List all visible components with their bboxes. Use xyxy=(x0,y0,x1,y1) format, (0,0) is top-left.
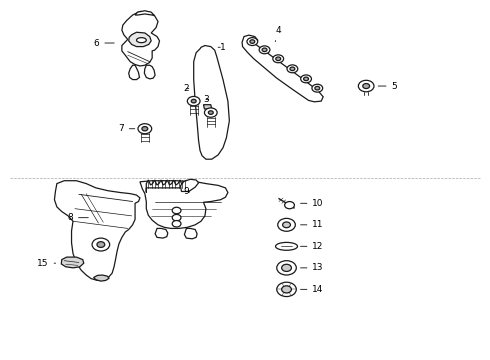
Text: 13: 13 xyxy=(300,264,324,273)
Text: 7: 7 xyxy=(118,124,135,133)
Circle shape xyxy=(172,221,181,227)
Text: 3: 3 xyxy=(203,95,209,104)
Circle shape xyxy=(273,55,284,63)
Text: 15: 15 xyxy=(37,259,55,268)
Circle shape xyxy=(312,84,323,92)
Circle shape xyxy=(92,238,110,251)
Circle shape xyxy=(138,124,152,134)
Text: 8: 8 xyxy=(67,213,88,222)
Circle shape xyxy=(287,65,298,73)
Polygon shape xyxy=(135,11,155,16)
Circle shape xyxy=(187,96,200,106)
Text: 2: 2 xyxy=(184,84,189,93)
Ellipse shape xyxy=(137,38,147,42)
Polygon shape xyxy=(129,65,140,80)
Text: 6: 6 xyxy=(94,39,114,48)
Text: 14: 14 xyxy=(300,285,324,294)
Polygon shape xyxy=(122,12,159,66)
Circle shape xyxy=(191,99,196,103)
Text: 9: 9 xyxy=(183,187,189,196)
Circle shape xyxy=(278,219,295,231)
Circle shape xyxy=(282,264,292,271)
Circle shape xyxy=(204,108,217,117)
Circle shape xyxy=(172,207,181,214)
Circle shape xyxy=(301,75,312,83)
Text: 1: 1 xyxy=(218,42,226,51)
Text: 5: 5 xyxy=(378,82,397,91)
Polygon shape xyxy=(129,32,151,46)
Circle shape xyxy=(259,46,270,54)
Text: 10: 10 xyxy=(300,199,324,208)
Polygon shape xyxy=(155,228,168,238)
Text: 4: 4 xyxy=(275,26,281,41)
Ellipse shape xyxy=(275,242,297,250)
Circle shape xyxy=(250,40,255,43)
Polygon shape xyxy=(94,275,109,281)
Circle shape xyxy=(262,48,267,51)
Text: 12: 12 xyxy=(300,242,324,251)
Circle shape xyxy=(315,86,320,90)
Polygon shape xyxy=(180,179,198,192)
Circle shape xyxy=(290,67,295,71)
Polygon shape xyxy=(140,181,228,228)
Circle shape xyxy=(172,215,181,221)
Circle shape xyxy=(363,84,369,89)
Circle shape xyxy=(304,77,309,81)
Polygon shape xyxy=(61,257,84,268)
Circle shape xyxy=(282,286,292,293)
Polygon shape xyxy=(184,228,197,239)
Polygon shape xyxy=(242,35,323,102)
Polygon shape xyxy=(147,180,189,193)
Circle shape xyxy=(276,57,281,60)
Text: 11: 11 xyxy=(300,220,324,229)
Circle shape xyxy=(247,38,258,45)
Circle shape xyxy=(283,222,291,228)
Circle shape xyxy=(142,127,148,131)
Circle shape xyxy=(285,202,294,209)
Circle shape xyxy=(277,282,296,297)
Polygon shape xyxy=(194,45,229,159)
Polygon shape xyxy=(203,105,212,109)
Circle shape xyxy=(208,111,213,114)
Circle shape xyxy=(358,80,374,92)
Polygon shape xyxy=(54,181,140,280)
Circle shape xyxy=(277,261,296,275)
Polygon shape xyxy=(145,65,155,79)
Circle shape xyxy=(97,242,105,247)
